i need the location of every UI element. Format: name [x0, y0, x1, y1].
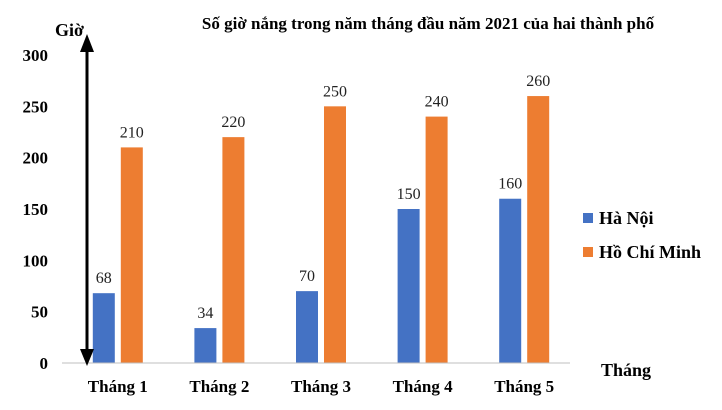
data-label: 260 [526, 73, 550, 90]
bar-ho-chi-minh [324, 106, 346, 363]
data-label: 68 [96, 270, 112, 287]
bar-ha-noi [499, 198, 522, 363]
data-labels-group: 68 210 34 220 70 250 150 240 160 260 [96, 73, 550, 322]
x-tick-label: Tháng 2 [189, 377, 249, 396]
bar-ho-chi-minh [120, 147, 143, 363]
data-label: 220 [221, 114, 245, 131]
x-tick-label: Tháng 4 [393, 377, 453, 396]
legend: Hà Nội Hồ Chí Minh [583, 208, 701, 262]
y-tick-label: 0 [40, 354, 49, 373]
data-label: 70 [299, 268, 315, 285]
legend-swatch [583, 213, 593, 223]
y-axis-arrow [80, 34, 94, 366]
y-tick-label: 250 [23, 97, 49, 116]
bars-group [92, 96, 550, 364]
x-tick-label: Tháng 5 [494, 377, 554, 396]
legend-label: Hồ Chí Minh [599, 242, 701, 262]
y-tick-label: 150 [23, 200, 49, 219]
bar-ho-chi-minh [425, 116, 448, 363]
x-tick-label: Tháng 3 [291, 377, 351, 396]
x-tick-label: Tháng 1 [88, 377, 148, 396]
x-axis-label: Tháng [601, 360, 651, 380]
data-label: 160 [498, 176, 522, 193]
data-label: 240 [425, 94, 449, 111]
bar-ho-chi-minh [222, 137, 245, 363]
y-axis-label: Giờ [55, 20, 84, 40]
data-label: 210 [120, 124, 144, 141]
bar-ha-noi [397, 209, 420, 363]
y-tick-label: 100 [23, 251, 49, 270]
chart-title: Số giờ nắng trong năm tháng đầu năm 2021… [202, 14, 655, 33]
bar-ha-noi [92, 293, 115, 363]
bar-ha-noi [194, 328, 217, 363]
y-tick-labels: 0 50 100 150 200 250 300 [23, 46, 49, 373]
data-label: 150 [397, 186, 421, 203]
y-tick-label: 50 [31, 303, 48, 322]
data-label: 34 [197, 305, 213, 322]
x-tick-labels: Tháng 1 Tháng 2 Tháng 3 Tháng 4 Tháng 5 [88, 377, 554, 396]
legend-label: Hà Nội [599, 208, 654, 228]
y-tick-label: 200 [23, 149, 49, 168]
y-tick-label: 300 [23, 46, 49, 65]
legend-swatch [583, 247, 593, 257]
bar-ho-chi-minh [527, 96, 550, 364]
bar-ha-noi [296, 291, 318, 363]
data-label: 250 [323, 83, 347, 100]
